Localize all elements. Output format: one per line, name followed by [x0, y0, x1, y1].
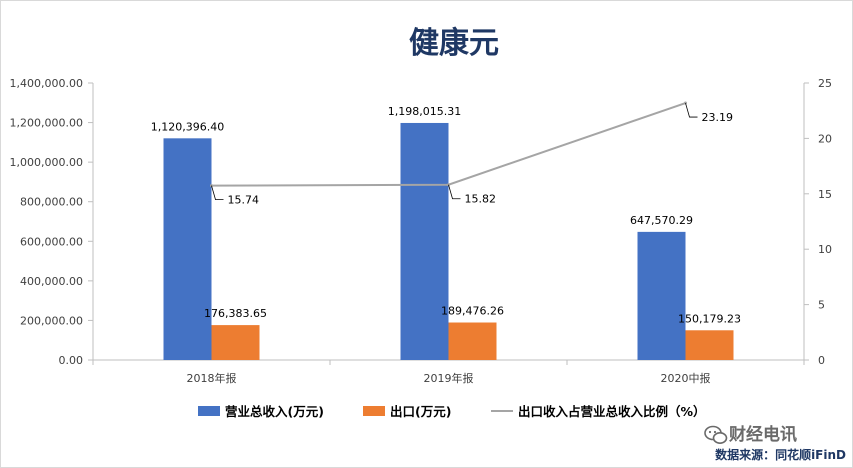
y-left-tick-label: 1,200,000.00 [10, 117, 83, 130]
data-label-export: 150,179.23 [678, 312, 741, 325]
x-tick-label: 2019年报 [424, 371, 474, 385]
legend-label: 出口(万元) [390, 404, 451, 419]
legend: 营业总收入(万元) 出口(万元) 出口收入占营业总收入比例（%） [198, 404, 706, 419]
bar-revenue [637, 231, 686, 360]
data-labels-group: 1,120,396.40 1,198,015.31 647,570.29 176,38… [151, 102, 741, 325]
leader-line [685, 102, 698, 118]
x-tick-label: 2018年报 [187, 371, 237, 385]
legend-label: 出口收入占营业总收入比例（%） [518, 404, 706, 419]
axes-group: 0.00 200,000.00 400,000.00 600,000.00 800,00… [10, 77, 832, 385]
data-label-revenue: 647,570.29 [630, 214, 693, 227]
y-left-tick-label: 200,000.00 [20, 314, 83, 327]
bar-revenue [400, 122, 449, 360]
y-right-tick-label: 5 [818, 299, 825, 312]
data-label-export: 176,383.65 [204, 307, 267, 320]
y-left-tick-label: 1,000,000.00 [10, 156, 83, 169]
y-left-tick-label: 1,400,000.00 [10, 77, 83, 90]
bar-revenue [163, 138, 212, 360]
bar-export [448, 322, 497, 360]
watermark-text: 财经电讯 [728, 424, 797, 445]
data-label-export: 189,476.26 [441, 305, 504, 318]
y-right-tick-label: 20 [818, 132, 832, 145]
y-right-tick-label: 25 [818, 77, 832, 90]
source-note: 数据来源：同花顺iFinD [715, 447, 846, 462]
leader-line [448, 184, 461, 200]
data-label-revenue: 1,120,396.40 [151, 120, 224, 133]
y-right-tick-label: 10 [818, 243, 832, 256]
y-left-tick-label: 0.00 [59, 354, 84, 367]
chart-title: 健康元 [409, 26, 499, 61]
legend-label: 营业总收入(万元) [225, 404, 324, 419]
legend-swatch-revenue [198, 406, 220, 416]
y-right-tick-label: 0 [818, 354, 825, 367]
bar-export [211, 325, 260, 360]
y-left-tick-label: 400,000.00 [20, 275, 83, 288]
bar-export [685, 330, 734, 360]
y-left-tick-label: 600,000.00 [20, 235, 83, 248]
data-label-revenue: 1,198,015.31 [388, 105, 461, 118]
data-label-ratio: 15.82 [465, 193, 497, 206]
data-label-ratio: 15.74 [228, 194, 260, 207]
x-tick-label: 2020中报 [661, 371, 711, 385]
watermark: 财经电讯 [704, 424, 797, 445]
bars-group [163, 122, 734, 360]
leader-line [211, 185, 224, 201]
wechat-icon [704, 425, 728, 444]
legend-swatch-export [363, 406, 385, 416]
data-label-ratio: 23.19 [702, 111, 734, 124]
y-left-tick-label: 800,000.00 [20, 196, 83, 209]
y-right-tick-label: 15 [818, 188, 832, 201]
